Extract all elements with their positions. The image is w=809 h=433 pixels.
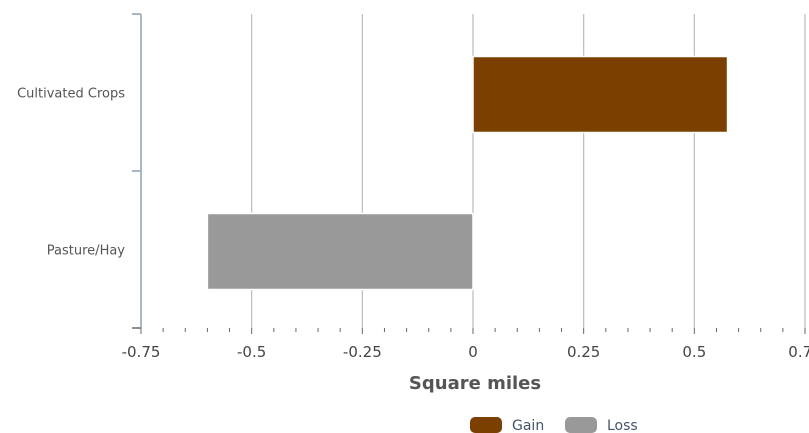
x-tick-label: 0	[468, 343, 478, 361]
category-labels: Cultivated Crops Pasture/Hay	[17, 87, 125, 259]
bar-gain-0	[472, 55, 729, 134]
axes	[132, 13, 806, 334]
legend-label-gain: Gain	[512, 418, 544, 433]
bars	[206, 55, 729, 291]
x-tick-label: -0.5	[237, 343, 266, 361]
category-label: Cultivated Crops	[17, 87, 125, 102]
x-tick-label: -0.75	[122, 343, 161, 361]
x-tick-label: 0.75	[788, 343, 809, 361]
legend-swatch-gain	[470, 417, 502, 433]
x-tick-label: -0.25	[343, 343, 382, 361]
legend: Gain Loss	[470, 417, 638, 433]
tick-labels: -0.75 -0.5 -0.25 0 0.25 0.5 0.75	[122, 343, 809, 361]
x-tick-label: 0.25	[567, 343, 600, 361]
x-axis-title: Square miles	[409, 373, 541, 394]
legend-label-loss: Loss	[607, 418, 638, 433]
legend-swatch-loss	[565, 417, 597, 433]
category-label: Pasture/Hay	[47, 244, 126, 259]
x-tick-label: 0.5	[682, 343, 706, 361]
bar-loss-1	[206, 212, 474, 291]
